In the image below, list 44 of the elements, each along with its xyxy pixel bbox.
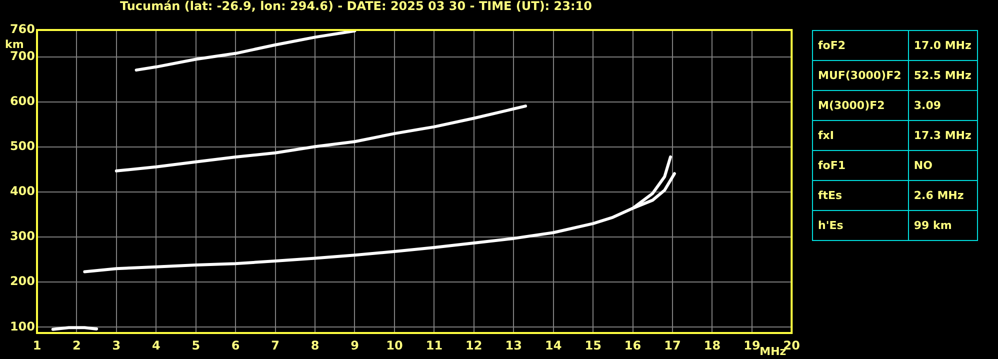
text: 3.09 — [908, 90, 978, 120]
y-axis-title: km — [5, 38, 24, 51]
y-tick-label: 200 — [10, 274, 35, 288]
y-tick-label: 400 — [10, 184, 35, 198]
x-tick-label: 7 — [271, 338, 280, 352]
x-tick-label: 1 — [32, 338, 42, 352]
text: NO — [908, 150, 978, 180]
x-tick-label: 19 — [744, 338, 760, 352]
x-tick-label: 9 — [350, 338, 359, 352]
x-tick-label: 14 — [544, 338, 562, 352]
x-tick-label: 12 — [466, 338, 482, 352]
text: MUF(3000)F2 — [812, 60, 908, 90]
y-tick-label: 760 — [10, 22, 35, 36]
x-tick-label: 4 — [152, 338, 160, 352]
text: fxI — [812, 120, 908, 150]
x-tick-label: 16 — [624, 338, 642, 352]
text: 99 km — [908, 210, 978, 240]
text: foF2 — [812, 30, 908, 60]
text: 2.6 MHz — [908, 180, 978, 210]
text: 52.5 MHz — [908, 60, 978, 90]
y-tick-label: 500 — [10, 139, 35, 154]
y-tick-label: 100 — [10, 319, 35, 334]
x-tick-label: 13 — [505, 338, 522, 352]
y-tick-label: 600 — [10, 94, 35, 108]
x-tick-label: 6 — [231, 338, 240, 352]
x-tick-label: 11 — [426, 338, 443, 352]
x-tick-label: 18 — [704, 338, 721, 352]
x-axis-title: MHz — [760, 344, 786, 358]
text: 17.3 MHz — [908, 120, 978, 150]
text: h'Es — [812, 210, 908, 240]
x-tick-label: 8 — [310, 338, 320, 352]
x-tick-label: 10 — [386, 338, 403, 352]
y-tick-label: 300 — [10, 229, 35, 244]
text: foF1 — [812, 150, 908, 180]
x-tick-label: 5 — [192, 338, 200, 352]
text: ftEs — [812, 180, 908, 210]
x-tick-label: 2 — [72, 338, 81, 352]
text: M(3000)F2 — [812, 90, 908, 120]
chart-title: Tucumán (lat: -26.9, lon: 294.6) - DATE: 2025 03 30 - TIME (UT): 23:10 — [120, 0, 592, 14]
y-tick-label: 700 — [10, 49, 35, 64]
text: 17.0 MHz — [908, 30, 978, 60]
x-tick-label: 3 — [112, 338, 121, 352]
x-tick-label: 15 — [584, 338, 602, 352]
x-tick-label: 17 — [664, 338, 681, 352]
